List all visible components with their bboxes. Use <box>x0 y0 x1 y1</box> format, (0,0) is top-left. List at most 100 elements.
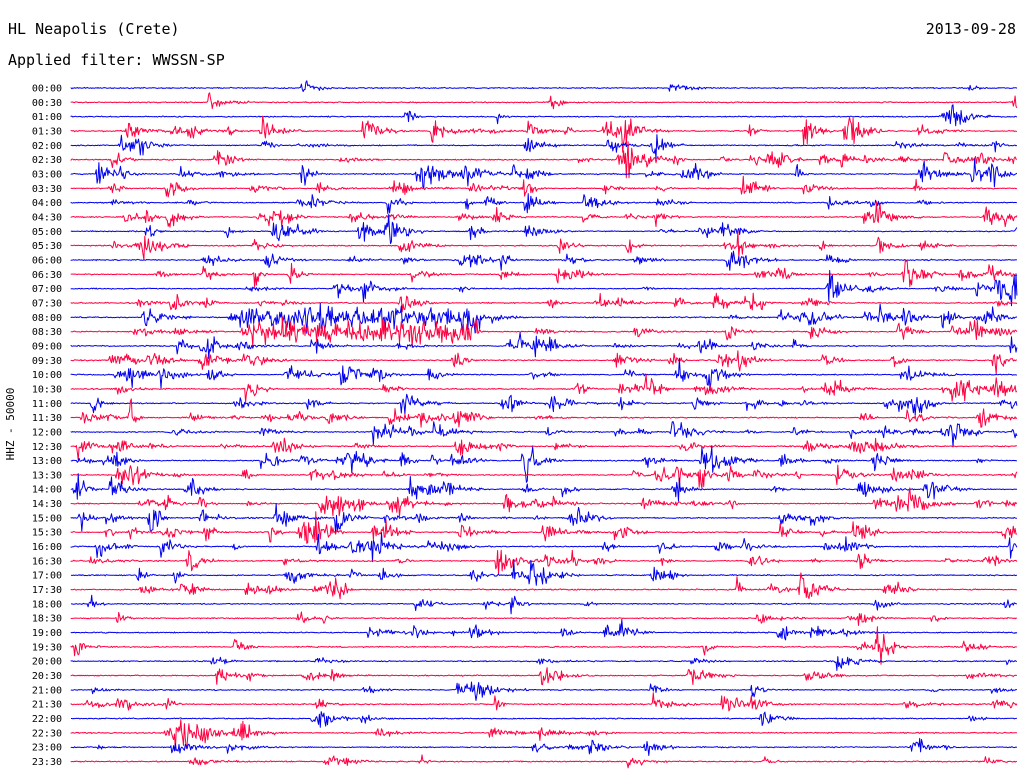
row-tick-label: 20:00 <box>32 657 62 668</box>
row-tick-label: 00:30 <box>32 98 62 109</box>
trace-line <box>70 719 1017 751</box>
row-tick-label: 16:30 <box>32 556 62 567</box>
trace-line <box>70 230 1018 261</box>
trace-line <box>70 656 1018 671</box>
row-tick-label: 05:00 <box>32 227 62 238</box>
trace-line <box>70 332 1018 359</box>
row-tick-label: 06:00 <box>32 255 62 266</box>
trace-line <box>70 357 1018 391</box>
trace-line <box>70 572 1018 600</box>
row-tick-label: 13:30 <box>32 470 62 481</box>
trace-line <box>70 626 1017 665</box>
row-tick-label: 18:30 <box>32 614 62 625</box>
row-tick-label: 19:30 <box>32 642 62 653</box>
row-tick-label: 01:30 <box>32 126 62 137</box>
row-tick-label: 18:00 <box>32 599 62 610</box>
trace-line <box>70 618 1018 641</box>
trace-line <box>70 681 1018 701</box>
trace-line <box>71 711 1018 728</box>
trace-line <box>70 503 1017 534</box>
row-tick-label: 16:00 <box>32 542 62 553</box>
row-tick-label: 10:00 <box>32 370 62 381</box>
row-tick-label: 19:00 <box>32 628 62 639</box>
trace-line <box>70 350 1018 375</box>
trace-line <box>70 398 1018 428</box>
row-tick-label: 14:30 <box>32 499 62 510</box>
trace-line <box>70 421 1018 448</box>
trace-line <box>70 487 1018 518</box>
trace-line <box>70 559 1017 586</box>
trace-line <box>70 446 1018 483</box>
row-tick-label: 21:00 <box>32 685 62 696</box>
tick-labels-group: 00:00 00:30 01:00 01:30 02:00 02:30 03:00 03:30… <box>32 84 62 769</box>
trace-line <box>70 511 1018 544</box>
row-tick-label: 22:00 <box>32 714 62 725</box>
row-tick-label: 02:30 <box>32 155 62 166</box>
row-tick-label: 17:30 <box>32 585 62 596</box>
trace-line <box>70 302 1018 334</box>
row-tick-label: 07:30 <box>32 298 62 309</box>
trace-line <box>70 611 1018 626</box>
station-title: HL Neapolis (Crete) <box>8 20 180 38</box>
trace-line <box>70 437 1018 461</box>
trace-line <box>70 692 1018 712</box>
trace-line <box>70 549 1018 575</box>
trace-line <box>70 158 1018 189</box>
row-tick-label: 11:00 <box>32 399 62 410</box>
trace-line <box>70 473 1018 502</box>
row-tick-label: 20:30 <box>32 671 62 682</box>
trace-line <box>70 175 1018 198</box>
row-tick-label: 22:30 <box>32 728 62 739</box>
row-tick-label: 14:00 <box>32 485 62 496</box>
row-tick-label: 23:30 <box>32 757 62 768</box>
row-tick-label: 09:00 <box>32 341 62 352</box>
trace-line <box>70 270 1018 307</box>
date-label: 2013-09-28 <box>925 20 1016 38</box>
trace-line <box>70 374 1018 403</box>
row-tick-label: 15:00 <box>32 513 62 524</box>
trace-line <box>70 737 1018 756</box>
row-tick-label: 02:00 <box>32 141 62 152</box>
trace-line <box>70 393 1018 416</box>
trace-line <box>70 316 1018 348</box>
row-tick-label: 11:30 <box>32 413 62 424</box>
row-tick-label: 03:00 <box>32 169 62 180</box>
row-tick-label: 01:00 <box>32 112 62 123</box>
trace-line <box>70 104 1018 127</box>
traces-group <box>70 80 1018 769</box>
row-tick-label: 08:30 <box>32 327 62 338</box>
trace-line <box>70 193 1017 215</box>
row-tick-label: 07:00 <box>32 284 62 295</box>
row-tick-label: 13:00 <box>32 456 62 467</box>
trace-line <box>70 214 1018 245</box>
row-tick-label: 10:30 <box>32 384 62 395</box>
trace-line <box>70 464 1018 489</box>
row-tick-label: 05:30 <box>32 241 62 252</box>
row-tick-label: 06:30 <box>32 270 62 281</box>
row-tick-label: 15:30 <box>32 528 62 539</box>
filter-label: Applied filter: WWSSN-SP <box>8 51 225 69</box>
row-tick-label: 04:00 <box>32 198 62 209</box>
row-tick-label: 09:30 <box>32 356 62 367</box>
row-tick-label: 04:30 <box>32 212 62 223</box>
trace-line <box>70 141 1018 179</box>
trace-line <box>70 92 1018 110</box>
trace-line <box>70 259 1018 288</box>
row-tick-label: 03:30 <box>32 184 62 195</box>
row-tick-label: 00:00 <box>32 84 62 95</box>
trace-line <box>70 292 1018 313</box>
row-tick-label: 08:00 <box>32 313 62 324</box>
row-tick-label: 12:00 <box>32 427 62 438</box>
trace-line <box>70 532 1018 563</box>
trace-line <box>70 201 1018 228</box>
row-tick-label: 17:00 <box>32 571 62 582</box>
trace-line <box>70 754 1018 769</box>
row-tick-label: 23:00 <box>32 743 62 754</box>
trace-line <box>70 250 1018 271</box>
row-tick-label: 21:30 <box>32 700 62 711</box>
trace-line <box>70 134 1018 159</box>
trace-line <box>70 115 1018 153</box>
trace-line <box>70 667 1018 686</box>
row-tick-label: 12:30 <box>32 442 62 453</box>
